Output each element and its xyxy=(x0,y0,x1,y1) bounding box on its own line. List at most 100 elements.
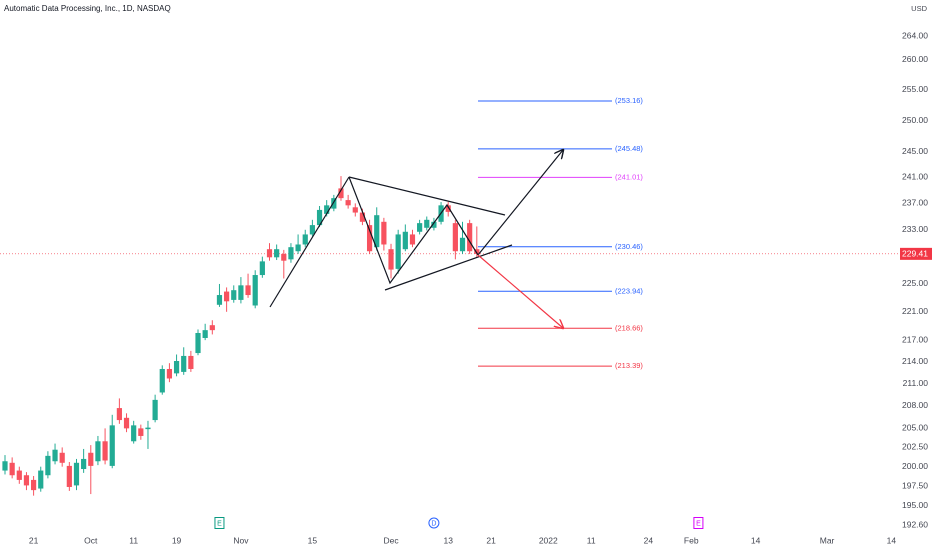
event-label: E xyxy=(217,520,222,527)
candle-body xyxy=(81,458,87,470)
x-tick-label: 24 xyxy=(644,535,654,545)
candle-body xyxy=(152,399,158,421)
level-label: (213.39) xyxy=(615,361,643,370)
candle-body xyxy=(259,261,265,276)
candle-body xyxy=(324,205,330,214)
zigzag xyxy=(348,176,479,285)
candle-body xyxy=(245,285,251,296)
event-badge xyxy=(693,517,704,529)
level-label: (253.16) xyxy=(615,96,643,105)
x-tick-label: Mar xyxy=(820,535,835,545)
candle-body xyxy=(274,249,280,258)
event-badge xyxy=(428,517,440,529)
candle-body xyxy=(188,355,194,369)
candle-body xyxy=(345,200,351,206)
trend-line xyxy=(269,176,350,308)
candle-body xyxy=(431,221,437,228)
x-tick-label: Dec xyxy=(383,535,399,545)
candle-body xyxy=(352,207,358,213)
candle-body xyxy=(381,221,387,245)
level-label: (223.94) xyxy=(615,286,643,295)
candle-body xyxy=(66,465,72,487)
candle-body xyxy=(131,425,137,442)
candle-body xyxy=(338,188,344,199)
candle-body xyxy=(123,417,130,429)
y-tick-label: 214.00 xyxy=(902,356,928,366)
candle-body xyxy=(281,253,287,261)
x-tick-label: 19 xyxy=(172,535,182,545)
candle-body xyxy=(417,223,423,232)
event-badge xyxy=(214,517,225,529)
candle-body xyxy=(30,479,37,491)
y-tick-label: 221.00 xyxy=(902,306,928,316)
candle-body xyxy=(395,234,401,269)
y-tick-label: 245.00 xyxy=(902,146,928,156)
candle-body xyxy=(302,234,308,245)
candle-body xyxy=(467,223,473,252)
candle-body xyxy=(309,225,315,235)
candle-body xyxy=(231,290,237,300)
x-tick-label: 15 xyxy=(308,535,318,545)
candle-body xyxy=(409,234,416,245)
candle-body xyxy=(73,462,80,486)
level-label: (218.66) xyxy=(615,323,643,332)
candle-body xyxy=(452,223,458,252)
x-tick-label: Nov xyxy=(233,535,249,545)
plot-area: E D E (253.16) (245.48) (241.01) (230.46) (223.… xyxy=(0,96,900,529)
x-tick-label: 21 xyxy=(486,535,496,545)
triangle-lower xyxy=(384,244,513,291)
x-tick-label: 2022 xyxy=(539,535,558,545)
y-tick-label: 192.60 xyxy=(902,519,928,529)
candle-body xyxy=(295,244,301,252)
y-tick-label: 255.00 xyxy=(902,84,928,94)
candle-body xyxy=(88,452,94,466)
candle-body xyxy=(209,325,215,331)
up-arrow xyxy=(477,150,563,256)
candle-body xyxy=(166,368,173,379)
candle-body xyxy=(316,209,323,226)
x-tick-label: Feb xyxy=(684,535,699,545)
y-tick-label: 200.00 xyxy=(902,461,928,471)
candle-body xyxy=(202,330,208,338)
candle-body xyxy=(424,219,430,228)
candle-body xyxy=(16,470,22,480)
candle-body xyxy=(388,249,394,270)
candle-body xyxy=(45,455,51,476)
candle-body xyxy=(116,408,122,421)
candle-body xyxy=(445,205,451,212)
candle-body xyxy=(59,452,65,463)
level-label: (245.48) xyxy=(615,144,643,153)
candle-body xyxy=(159,368,165,393)
candle-body xyxy=(288,247,294,260)
event-label: D xyxy=(431,520,436,527)
y-tick-label: 260.00 xyxy=(902,54,928,64)
x-tick-label: 13 xyxy=(443,535,453,545)
y-tick-label: 233.00 xyxy=(902,224,928,234)
y-tick-label: 217.00 xyxy=(902,334,928,344)
candle-body xyxy=(9,462,15,476)
chart-title: Automatic Data Processing, Inc., 1D, NAS… xyxy=(4,4,171,13)
last-price-box xyxy=(900,247,932,260)
y-tick-label: 205.00 xyxy=(902,423,928,433)
x-tick-label: 11 xyxy=(129,535,138,545)
y-tick-label: 211.00 xyxy=(903,378,929,388)
candle-body xyxy=(359,212,366,222)
candle-body xyxy=(402,231,408,250)
candle-body xyxy=(266,249,273,258)
y-tick-label: 264.00 xyxy=(902,30,928,40)
candle-body xyxy=(252,275,258,306)
y-tick-label: 197.50 xyxy=(902,480,928,490)
x-tick-label: Oct xyxy=(84,535,98,545)
candle-body xyxy=(474,249,480,254)
level-label: (230.46) xyxy=(615,242,643,251)
candle-body xyxy=(52,449,58,462)
x-tick-label: 21 xyxy=(29,535,39,545)
candle-body xyxy=(366,225,373,252)
candle-body xyxy=(95,441,101,462)
y-tick-label: 195.00 xyxy=(902,500,928,510)
y-tick-label: 208.00 xyxy=(902,400,928,410)
triangle-upper xyxy=(348,176,506,216)
x-tick-label: 11 xyxy=(587,535,596,545)
